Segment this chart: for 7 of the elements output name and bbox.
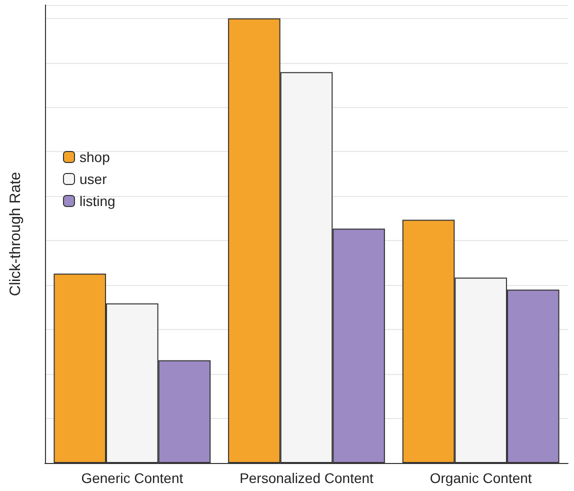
legend-label: shop: [80, 149, 110, 165]
legend-label: listing: [80, 193, 116, 209]
x-tick-label: Personalized Content: [240, 470, 374, 486]
x-tick-label: Organic Content: [430, 470, 532, 486]
y-axis-title: Click-through Rate: [7, 172, 24, 296]
x-tick-label: Generic Content: [81, 470, 184, 486]
legend-label: user: [80, 171, 108, 187]
